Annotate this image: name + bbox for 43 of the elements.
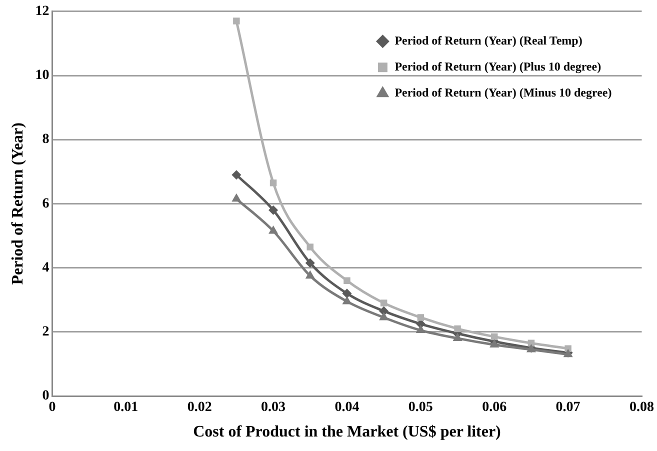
legend-label: Period of Return (Year) (Plus 10 degree) bbox=[394, 59, 602, 74]
point bbox=[490, 333, 498, 340]
x-tick-label: 0.06 bbox=[482, 400, 507, 416]
point bbox=[306, 244, 314, 250]
y-tick-label: 4 bbox=[42, 260, 50, 276]
point bbox=[269, 206, 278, 214]
point bbox=[270, 179, 277, 186]
point bbox=[416, 326, 425, 334]
point bbox=[380, 306, 388, 316]
point bbox=[564, 350, 572, 358]
point bbox=[380, 313, 388, 320]
point bbox=[344, 277, 350, 284]
point bbox=[306, 258, 314, 268]
point bbox=[454, 334, 462, 342]
point bbox=[528, 340, 535, 346]
y-tick-label: 0 bbox=[42, 388, 50, 404]
x-tick-label: 0.04 bbox=[334, 400, 360, 416]
x-tick-label: 0.02 bbox=[187, 400, 212, 416]
point bbox=[454, 325, 461, 332]
point bbox=[233, 18, 240, 24]
x-tick-label: 0.07 bbox=[556, 400, 580, 416]
y-tick-label: 6 bbox=[42, 196, 50, 212]
point bbox=[564, 345, 572, 352]
y-tick-label: 2 bbox=[42, 324, 50, 340]
y-tick-label: 8 bbox=[42, 132, 50, 148]
point bbox=[380, 300, 388, 306]
y-tick-label: 10 bbox=[35, 68, 50, 84]
point bbox=[269, 226, 278, 234]
legend-label: Period of Return (Year) (Minus 10 degree) bbox=[394, 85, 612, 100]
x-tick-label: 0.03 bbox=[261, 400, 286, 416]
legend-label: Period of Return (Year) (Real Temp) bbox=[394, 33, 582, 48]
point bbox=[416, 320, 425, 328]
point bbox=[490, 340, 498, 348]
y-axis-title: Period of Return (Year) bbox=[10, 122, 27, 285]
x-tick-label: 0.01 bbox=[114, 400, 138, 416]
point bbox=[417, 314, 424, 321]
point bbox=[342, 289, 352, 298]
x-axis-title: Cost of Product in the Market (US$ per liter) bbox=[193, 424, 501, 441]
point bbox=[232, 170, 241, 180]
x-tick-label: 0.05 bbox=[408, 400, 433, 416]
y-tick-label: 12 bbox=[35, 4, 50, 20]
point bbox=[343, 297, 351, 304]
x-tick-label: 0.08 bbox=[630, 400, 654, 416]
